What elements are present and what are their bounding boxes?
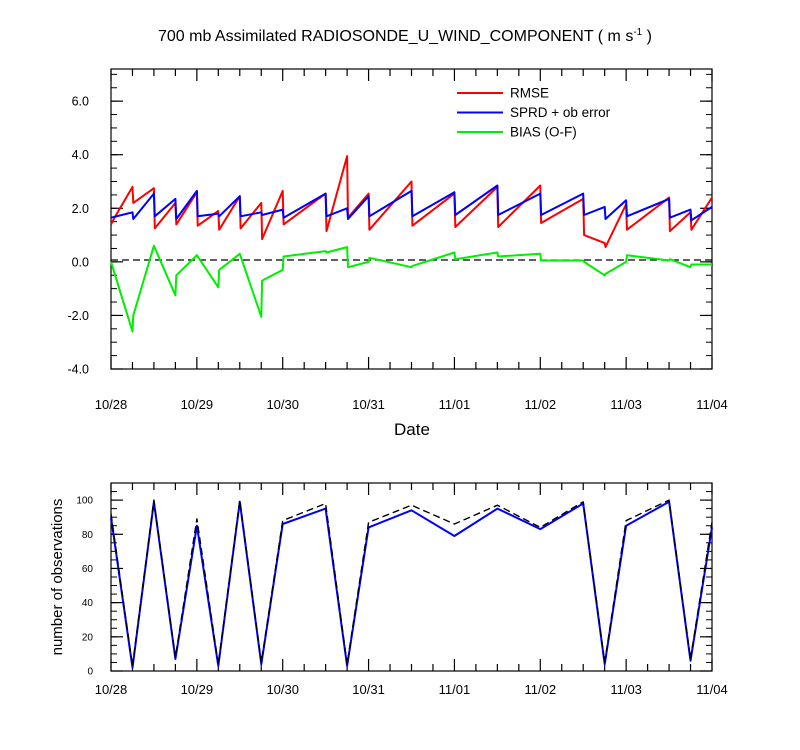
legend-label: SPRD + ob error: [510, 105, 611, 120]
y-tick-label: 20: [82, 632, 94, 643]
y-tick-label: 6.0: [72, 95, 89, 109]
legend: RMSE SPRD + ob error BIAS (O-F): [457, 86, 611, 140]
x-tick-label: 11/01: [439, 682, 471, 697]
x-tick-label: 11/02: [524, 397, 556, 412]
x-tick-label: 11/01: [439, 397, 471, 412]
x-tick-label: 11/02: [524, 682, 556, 697]
y-tick-label: 0: [87, 667, 93, 678]
x-tick-label: 10/31: [352, 397, 385, 412]
x-tick-label: 10/31: [352, 682, 385, 697]
x-tick-label: 10/29: [181, 682, 214, 697]
bottom-series-group: [110, 499, 713, 669]
y-tick-label: 40: [82, 598, 94, 609]
x-tick-label: 11/04: [696, 682, 728, 697]
top-ticks: [110, 69, 713, 370]
x-tick-label: 10/28: [95, 682, 128, 697]
x-tick-label: 10/30: [266, 397, 299, 412]
x-tick-label: 10/30: [266, 682, 299, 697]
y-tick-label: -4.0: [67, 363, 89, 377]
x-tick-label: 11/03: [610, 397, 642, 412]
top-y-tick-labels: -4.0 -2.0 0.0 2.0 4.0 6.0: [67, 95, 89, 377]
legend-label: RMSE: [510, 86, 549, 101]
y-tick-label: 80: [82, 530, 94, 541]
x-tick-label: 10/28: [95, 397, 128, 412]
y-tick-label: 60: [82, 564, 94, 575]
title-superscript: -1: [633, 27, 642, 38]
x-tick-label: 11/03: [610, 682, 642, 697]
y-tick-label: 0.0: [72, 255, 89, 269]
y-tick-label: 4.0: [72, 148, 89, 162]
series-line-sprd-ob-error: [110, 184, 713, 222]
bottom-panel: 10/28 10/29 10/30 10/31 11/01 11/02 11/03 11/04…: [76, 482, 728, 697]
legend-label: BIAS (O-F): [510, 125, 577, 140]
title-close: ): [642, 28, 652, 45]
chart-title: 700 mb Assimilated RADIOSONDE_U_WIND_COM…: [158, 27, 652, 45]
y-tick-label: 2.0: [72, 202, 89, 216]
y-axis-label-bottom: number of observations: [49, 499, 66, 656]
series-line-possible: [110, 499, 713, 667]
top-panel: 10/28 10/29 10/30 10/31 11/01 11/02 11/03 11/04…: [67, 68, 728, 412]
bottom-x-tick-labels: 10/28 10/29 10/30 10/31 11/01 11/02 11/03 11/04: [95, 682, 728, 697]
y-tick-label: -2.0: [67, 309, 89, 323]
x-axis-label: Date: [394, 420, 430, 439]
top-series-group: [110, 155, 713, 333]
series-line-bias-o-f: [110, 244, 712, 333]
bottom-y-tick-labels: 0 20 40 60 80 100: [76, 496, 93, 678]
series-line-assimilated: [110, 500, 713, 669]
x-tick-label: 11/04: [696, 397, 728, 412]
x-tick-label: 10/29: [181, 397, 214, 412]
y-tick-label: 100: [76, 496, 93, 507]
top-x-tick-labels: 10/28 10/29 10/30 10/31 11/01 11/02 11/03 11/04: [95, 397, 728, 412]
